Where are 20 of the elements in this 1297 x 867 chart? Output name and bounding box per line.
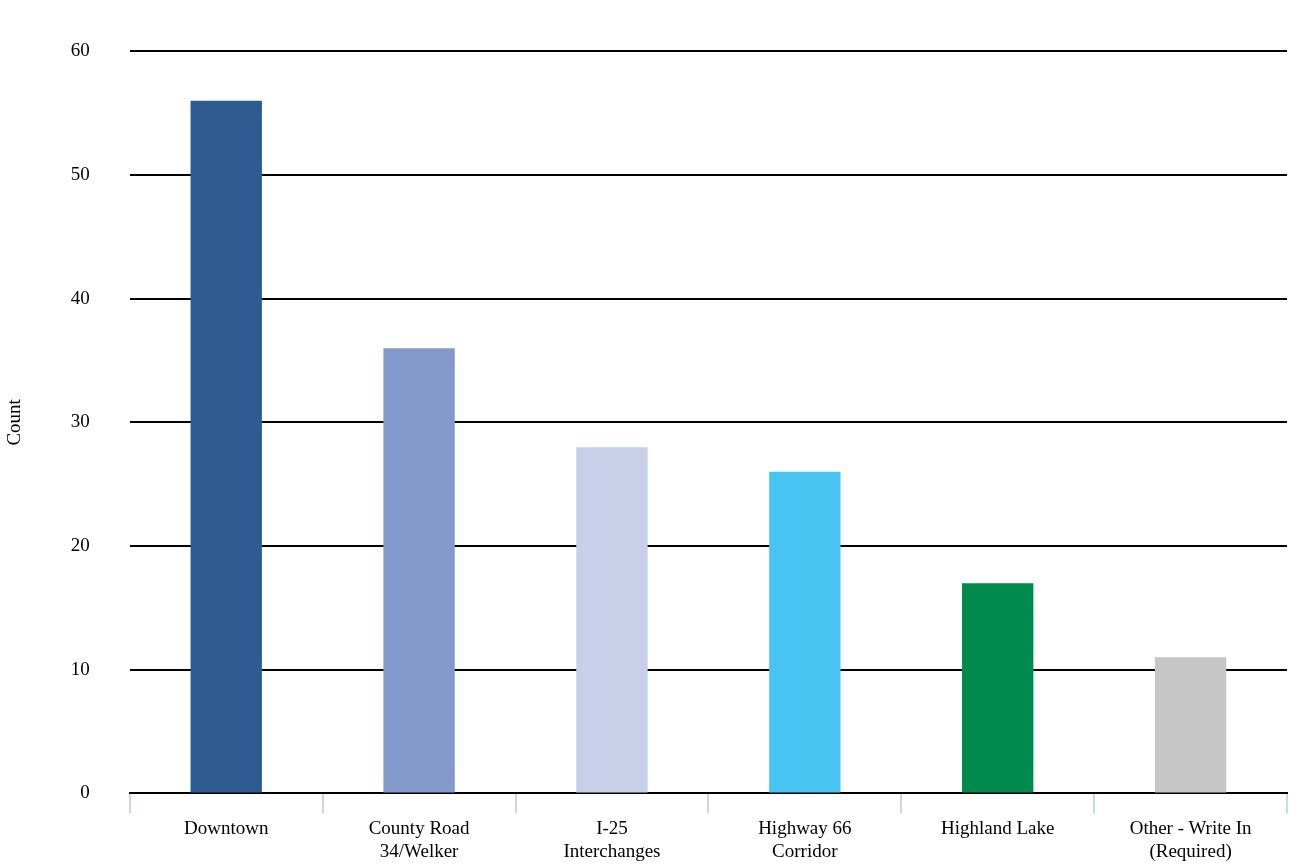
- y-tick-label: 40: [70, 286, 90, 308]
- bar: [769, 471, 841, 793]
- x-tick-label: Highland Lake: [940, 816, 1055, 838]
- y-tick-label: 0: [80, 781, 90, 803]
- bar: [383, 348, 455, 793]
- y-tick-label: 50: [70, 163, 90, 185]
- x-tick-label: Highway 66 Corridor: [758, 816, 852, 861]
- bar: [1154, 657, 1227, 793]
- bar: [962, 583, 1034, 793]
- bar: [576, 447, 648, 793]
- x-tick-label: County Road 34/Welker: [368, 816, 470, 861]
- bar: [190, 100, 262, 793]
- x-tick-label: I-25 Interchanges: [563, 816, 661, 861]
- y-tick-label: 30: [70, 410, 90, 432]
- y-tick-label: 10: [70, 657, 90, 679]
- y-tick-label: 20: [70, 534, 90, 556]
- y-tick-label: 60: [70, 39, 90, 61]
- x-tick-label: Downtown: [184, 816, 269, 838]
- x-tick-label: Other - Write In (Required): [1129, 816, 1252, 862]
- y-axis-title: Count: [3, 398, 25, 446]
